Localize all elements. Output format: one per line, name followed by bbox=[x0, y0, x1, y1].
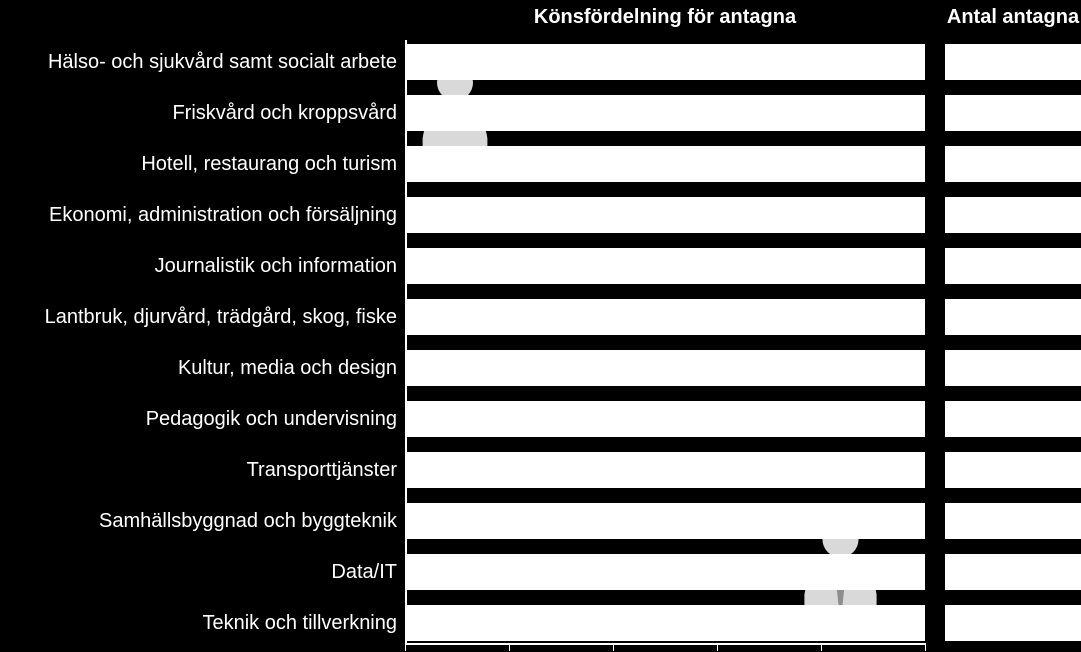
gender-bar-cell bbox=[405, 146, 925, 182]
column-gap bbox=[925, 146, 945, 182]
bar-axis-bottom-border bbox=[405, 643, 925, 645]
column-gap bbox=[925, 95, 945, 131]
count-bar-cell bbox=[945, 95, 1081, 131]
count-bar bbox=[945, 146, 1081, 182]
gender-bar bbox=[405, 452, 925, 488]
category-label: Data/IT bbox=[0, 554, 405, 590]
count-bar bbox=[945, 44, 1081, 80]
gender-bar bbox=[405, 605, 925, 641]
count-bar-cell bbox=[945, 44, 1081, 80]
category-label: Lantbruk, djurvård, trädgård, skog, fisk… bbox=[0, 299, 405, 335]
count-bar bbox=[945, 503, 1081, 539]
category-label: Friskvård och kroppsvård bbox=[0, 95, 405, 131]
gender-bar bbox=[405, 401, 925, 437]
count-bar-cell bbox=[945, 146, 1081, 182]
gender-bar bbox=[405, 44, 925, 80]
category-label: Hotell, restaurang och turism bbox=[0, 146, 405, 182]
gender-distribution-chart: Könsfördelning för antagna Antal antagna… bbox=[0, 0, 1081, 652]
axis-tick bbox=[509, 643, 510, 651]
gender-bar-cell bbox=[405, 401, 925, 437]
axis-tick bbox=[717, 643, 718, 651]
count-bar bbox=[945, 401, 1081, 437]
column-gap bbox=[925, 503, 945, 539]
count-bar-cell bbox=[945, 299, 1081, 335]
axis-tick bbox=[613, 643, 614, 651]
column-gap bbox=[925, 44, 945, 80]
gender-bar-cell bbox=[405, 95, 925, 131]
data-row: Data/IT bbox=[0, 554, 1081, 590]
data-row: Friskvård och kroppsvård bbox=[0, 95, 1081, 131]
header-count: Antal antagna bbox=[945, 0, 1081, 34]
column-gap bbox=[925, 554, 945, 590]
column-gap bbox=[925, 248, 945, 284]
data-row: Journalistik och information bbox=[0, 248, 1081, 284]
count-bar-cell bbox=[945, 605, 1081, 641]
gender-bar bbox=[405, 248, 925, 284]
count-bar bbox=[945, 299, 1081, 335]
count-bar-cell bbox=[945, 554, 1081, 590]
data-row: Ekonomi, administration och försäljning bbox=[0, 197, 1081, 233]
count-bar-cell bbox=[945, 452, 1081, 488]
count-bar-cell bbox=[945, 503, 1081, 539]
axis-tick bbox=[405, 643, 406, 651]
axis-tick bbox=[925, 643, 926, 651]
gender-bar bbox=[405, 197, 925, 233]
category-label: Samhällsbyggnad och byggteknik bbox=[0, 503, 405, 539]
gender-bar-cell bbox=[405, 350, 925, 386]
count-bar bbox=[945, 554, 1081, 590]
count-bar bbox=[945, 95, 1081, 131]
data-row: Hälso- och sjukvård samt socialt arbete bbox=[0, 44, 1081, 80]
column-gap bbox=[925, 401, 945, 437]
gender-bar-cell bbox=[405, 248, 925, 284]
gender-bar bbox=[405, 350, 925, 386]
category-label: Hälso- och sjukvård samt socialt arbete bbox=[0, 44, 405, 80]
count-bar-cell bbox=[945, 248, 1081, 284]
category-label: Pedagogik och undervisning bbox=[0, 401, 405, 437]
axis-tick bbox=[821, 643, 822, 651]
gender-bar bbox=[405, 299, 925, 335]
data-row: Kultur, media och design bbox=[0, 350, 1081, 386]
count-bar bbox=[945, 452, 1081, 488]
data-row: Pedagogik och undervisning bbox=[0, 401, 1081, 437]
plot-area: Hälso- och sjukvård samt socialt arbete F… bbox=[0, 34, 1081, 652]
gender-bar-cell bbox=[405, 554, 925, 590]
column-gap bbox=[925, 452, 945, 488]
data-row: Teknik och tillverkning bbox=[0, 605, 1081, 641]
count-bar-cell bbox=[945, 197, 1081, 233]
count-bar bbox=[945, 197, 1081, 233]
gender-bar-cell bbox=[405, 605, 925, 641]
gender-bar-cell bbox=[405, 299, 925, 335]
data-row: Transporttjänster bbox=[0, 452, 1081, 488]
gender-bar-cell bbox=[405, 503, 925, 539]
gender-bar-cell bbox=[405, 197, 925, 233]
gender-bar bbox=[405, 95, 925, 131]
count-bar-cell bbox=[945, 350, 1081, 386]
header-gender: Könsfördelning för antagna bbox=[405, 0, 925, 34]
gender-bar bbox=[405, 554, 925, 590]
count-bar-cell bbox=[945, 401, 1081, 437]
count-bar bbox=[945, 605, 1081, 641]
category-label: Ekonomi, administration och försäljning bbox=[0, 197, 405, 233]
count-bar bbox=[945, 248, 1081, 284]
gender-bar-cell bbox=[405, 44, 925, 80]
gender-bar bbox=[405, 503, 925, 539]
column-gap bbox=[925, 605, 945, 641]
column-gap bbox=[925, 197, 945, 233]
data-row: Samhällsbyggnad och byggteknik bbox=[0, 503, 1081, 539]
gender-bar-cell bbox=[405, 452, 925, 488]
column-gap bbox=[925, 299, 945, 335]
category-label: Kultur, media och design bbox=[0, 350, 405, 386]
category-label: Journalistik och information bbox=[0, 248, 405, 284]
gender-bar bbox=[405, 146, 925, 182]
category-label: Transporttjänster bbox=[0, 452, 405, 488]
count-bar bbox=[945, 350, 1081, 386]
category-label: Teknik och tillverkning bbox=[0, 605, 405, 641]
column-gap bbox=[925, 350, 945, 386]
data-row: Lantbruk, djurvård, trädgård, skog, fisk… bbox=[0, 299, 1081, 335]
data-row: Hotell, restaurang och turism bbox=[0, 146, 1081, 182]
